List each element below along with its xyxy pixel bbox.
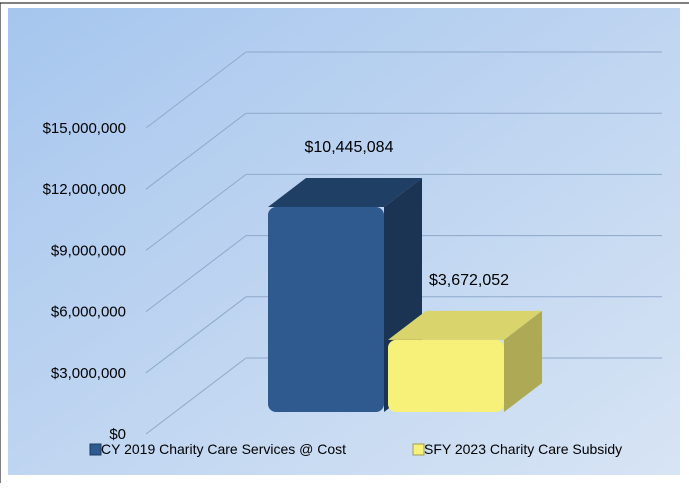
bar-top-face xyxy=(268,178,422,207)
gridline-side xyxy=(145,357,247,435)
gridline-side xyxy=(145,112,247,190)
y-tick-label: $0 xyxy=(109,426,126,443)
bar-top-face xyxy=(388,310,542,340)
bar-2 xyxy=(388,310,542,412)
bar-1 xyxy=(268,178,422,412)
bar-front-face xyxy=(388,339,504,412)
gridline-side xyxy=(145,51,247,129)
legend-item-2: SFY 2023 Charity Care Subsidy xyxy=(412,441,622,457)
gridline-side xyxy=(145,174,247,251)
y-tick-label: $12,000,000 xyxy=(43,181,126,198)
gridline-side xyxy=(145,235,247,312)
legend-swatch xyxy=(89,443,102,456)
legend-label: CY 2019 Charity Care Services @ Cost xyxy=(101,441,346,457)
legend-item-1: CY 2019 Charity Care Services @ Cost xyxy=(89,441,346,457)
legend-label: SFY 2023 Charity Care Subsidy xyxy=(424,441,622,457)
y-tick-label: $9,000,000 xyxy=(51,242,126,259)
y-tick-label: $15,000,000 xyxy=(43,120,126,137)
data-label: $10,445,084 xyxy=(305,139,394,156)
y-tick-label: $6,000,000 xyxy=(51,304,126,321)
legend-swatch xyxy=(412,443,425,456)
bar-side-face xyxy=(504,310,542,412)
bar-front-face xyxy=(268,207,384,412)
gridline-side xyxy=(145,296,247,374)
data-label: $3,672,052 xyxy=(429,272,509,289)
y-tick-label: $3,000,000 xyxy=(51,365,126,382)
